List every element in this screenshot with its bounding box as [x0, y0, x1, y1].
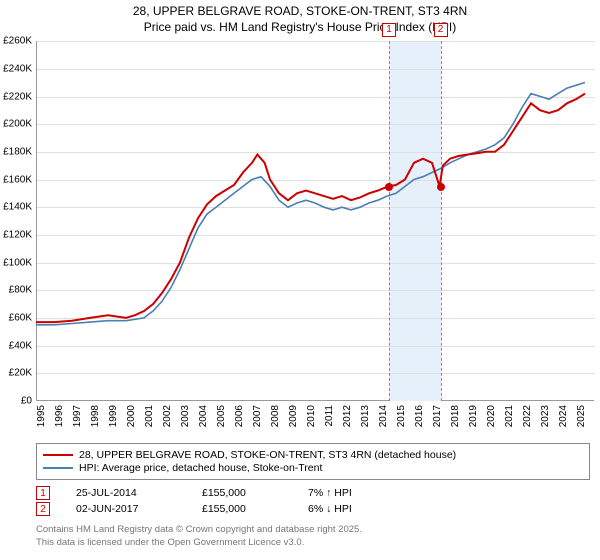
x-axis-label: 2011 — [324, 405, 335, 427]
y-axis-label: £220K — [3, 91, 32, 102]
title-line-2: Price paid vs. HM Land Registry's House … — [0, 20, 600, 36]
x-axis-label: 1999 — [108, 405, 119, 427]
x-axis-label: 2020 — [486, 405, 497, 427]
legend-item: 28, UPPER BELGRAVE ROAD, STOKE-ON-TRENT,… — [43, 449, 583, 461]
x-axis-label: 1995 — [36, 405, 47, 427]
legend-swatch — [43, 454, 73, 456]
y-axis-label: £60K — [9, 313, 32, 324]
x-axis-label: 2023 — [540, 405, 551, 427]
legend-item: HPI: Average price, detached house, Stok… — [43, 462, 583, 474]
y-axis-label: £20K — [9, 368, 32, 379]
x-axis-label: 2025 — [576, 405, 587, 427]
x-axis-label: 1998 — [90, 405, 101, 427]
y-axis-label: £0 — [21, 396, 32, 407]
x-axis-label: 2013 — [360, 405, 371, 427]
x-axis-label: 2002 — [162, 405, 173, 427]
title-line-1: 28, UPPER BELGRAVE ROAD, STOKE-ON-TRENT,… — [0, 4, 600, 20]
sale-row: 2 02-JUN-2017 £155,000 6% ↓ HPI — [36, 502, 590, 516]
x-axis-label: 2006 — [234, 405, 245, 427]
y-axis-label: £240K — [3, 63, 32, 74]
x-axis-label: 2003 — [180, 405, 191, 427]
legend-box: 28, UPPER BELGRAVE ROAD, STOKE-ON-TRENT,… — [36, 443, 590, 480]
x-axis-label: 2010 — [306, 405, 317, 427]
x-axis-label: 2014 — [378, 405, 389, 427]
x-axis-label: 1997 — [72, 405, 83, 427]
y-axis-label: £40K — [9, 340, 32, 351]
sale-date: 25-JUL-2014 — [76, 487, 176, 499]
x-axis-label: 2019 — [468, 405, 479, 427]
y-axis-label: £120K — [3, 230, 32, 241]
x-axis-label: 2004 — [198, 405, 209, 427]
x-axis-label: 2000 — [126, 405, 137, 427]
x-axis-label: 1996 — [54, 405, 65, 427]
x-axis-label: 2008 — [270, 405, 281, 427]
sale-delta: 6% ↓ HPI — [308, 503, 352, 515]
x-axis-label: 2017 — [432, 405, 443, 427]
sale-index-box: 2 — [36, 502, 50, 516]
x-axis-label: 2001 — [144, 405, 155, 427]
x-axis-label: 2021 — [504, 405, 515, 427]
footer-line-2: This data is licensed under the Open Gov… — [36, 537, 590, 549]
sale-marker-flag: 2 — [434, 23, 448, 37]
sale-date: 02-JUN-2017 — [76, 503, 176, 515]
x-axis-label: 2005 — [216, 405, 227, 427]
x-axis-label: 2009 — [288, 405, 299, 427]
y-axis-label: £80K — [9, 285, 32, 296]
sales-table: 1 25-JUL-2014 £155,000 7% ↑ HPI 2 02-JUN-2017… — [36, 486, 590, 516]
chart-area: 12 £0£20K£40K£60K£80K£100K£120K£140K£160… — [36, 41, 594, 401]
sale-index-box: 1 — [36, 486, 50, 500]
chart-title-block: 28, UPPER BELGRAVE ROAD, STOKE-ON-TRENT,… — [0, 0, 600, 35]
y-axis-label: £180K — [3, 146, 32, 157]
line-series-layer — [36, 41, 594, 401]
x-axis-label: 2018 — [450, 405, 461, 427]
y-axis-label: £200K — [3, 119, 32, 130]
y-axis-label: £260K — [3, 36, 32, 47]
sale-delta: 7% ↑ HPI — [308, 487, 352, 499]
y-axis-label: £140K — [3, 202, 32, 213]
x-axis-label: 2012 — [342, 405, 353, 427]
legend-swatch — [43, 467, 73, 469]
sale-price: £155,000 — [202, 503, 282, 515]
sale-price: £155,000 — [202, 487, 282, 499]
x-axis-label: 2016 — [414, 405, 425, 427]
series-hpi — [36, 83, 585, 325]
x-axis-label: 2024 — [558, 405, 569, 427]
x-axis-label: 2015 — [396, 405, 407, 427]
y-axis-label: £100K — [3, 257, 32, 268]
footer-line-1: Contains HM Land Registry data © Crown c… — [36, 524, 590, 536]
x-axis-label: 2007 — [252, 405, 263, 427]
y-axis-label: £160K — [3, 174, 32, 185]
legend-label: HPI: Average price, detached house, Stok… — [79, 462, 322, 474]
footer-attribution: Contains HM Land Registry data © Crown c… — [36, 524, 590, 549]
sale-row: 1 25-JUL-2014 £155,000 7% ↑ HPI — [36, 486, 590, 500]
series-price_paid — [36, 94, 585, 323]
x-axis-label: 2022 — [522, 405, 533, 427]
sale-marker-flag: 1 — [382, 23, 396, 37]
legend-label: 28, UPPER BELGRAVE ROAD, STOKE-ON-TRENT,… — [79, 449, 456, 461]
